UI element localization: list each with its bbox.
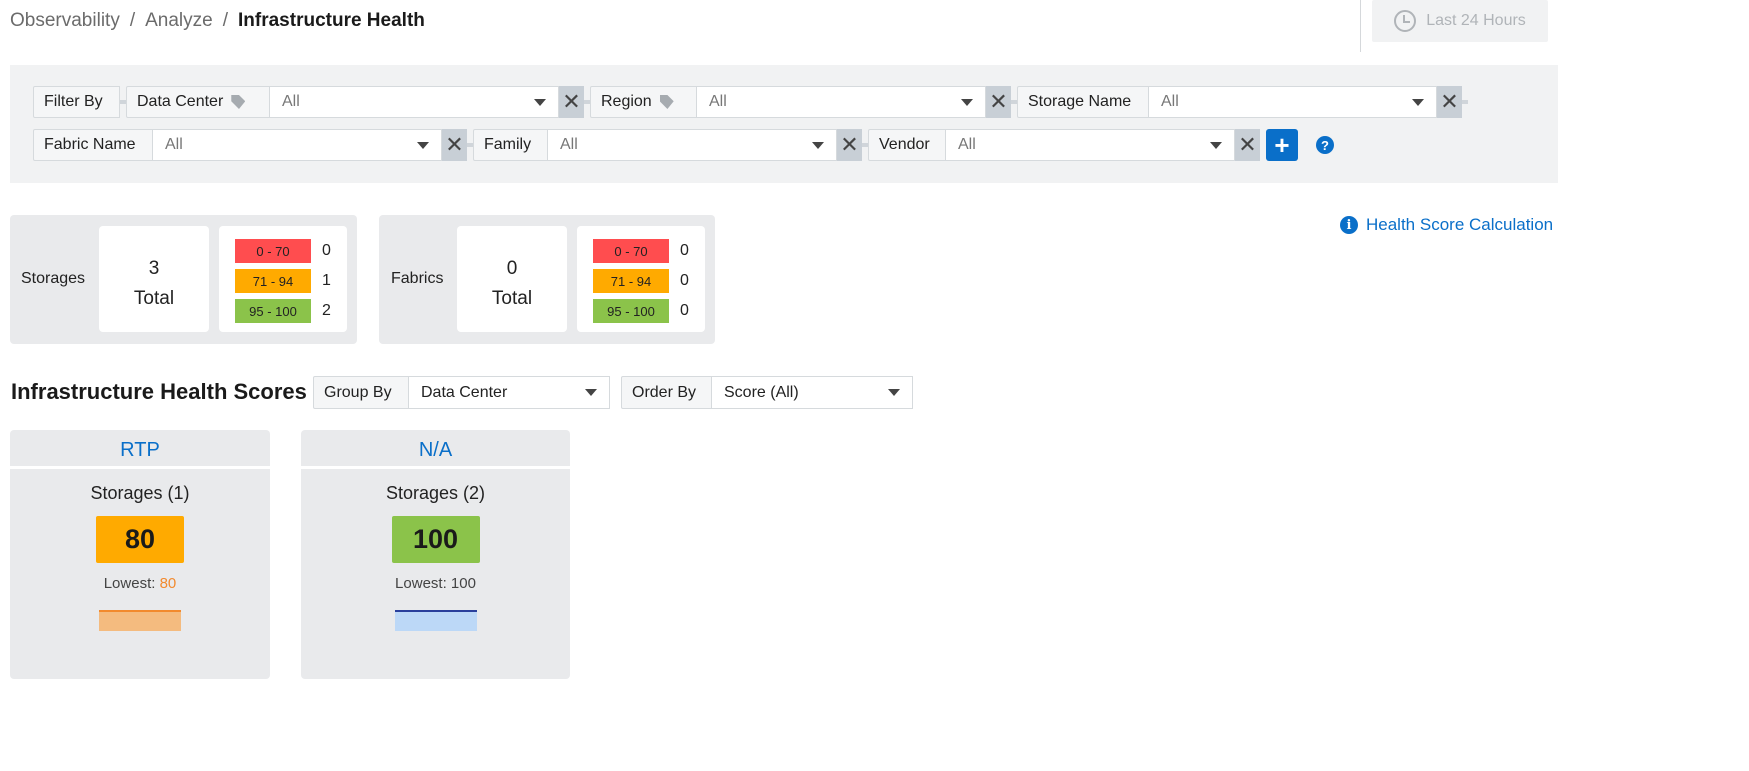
divider (1360, 0, 1361, 52)
filter-label-region: Region (590, 86, 697, 118)
storages-ranges: 0 - 70 0 71 - 94 1 95 - 100 2 (219, 226, 347, 332)
add-filter-button[interactable]: + (1266, 129, 1298, 161)
caret-down-icon (888, 389, 900, 396)
filter-by-label: Filter By (33, 86, 120, 118)
filter-select-data-center[interactable]: All (270, 86, 559, 118)
caret-down-icon (812, 141, 824, 149)
caret-down-icon (961, 98, 973, 106)
score-badge[interactable]: 80 (96, 516, 184, 563)
filter-label-data-center: Data Center (126, 86, 270, 118)
group-by-select[interactable]: Data Center (409, 376, 610, 409)
storages-total[interactable]: 3 Total (99, 226, 209, 332)
remove-filter-region[interactable]: ✕ (986, 86, 1011, 118)
time-range-button[interactable]: Last 24 Hours (1372, 0, 1548, 42)
health-score-calculation-link[interactable]: i Health Score Calculation (1340, 215, 1558, 235)
help-icon[interactable]: ? (1316, 136, 1334, 154)
order-by-select[interactable]: Score (All) (712, 376, 913, 409)
group-subtitle: Storages (2) (385, 483, 486, 503)
lowest-score: Lowest: 100 (395, 575, 476, 592)
caret-down-icon (1412, 98, 1424, 106)
breadcrumb-observability[interactable]: Observability (10, 10, 120, 31)
filter-select-storage-name[interactable]: All (1149, 86, 1437, 118)
range-row[interactable]: 95 - 100 2 (235, 296, 347, 326)
tag-icon (659, 95, 674, 109)
fabrics-ranges: 0 - 70 0 71 - 94 0 95 - 100 0 (577, 226, 705, 332)
filter-select-family[interactable]: All (548, 129, 837, 161)
storages-label: Storages (21, 270, 86, 287)
fabrics-summary-card: Fabrics 0 Total 0 - 70 0 71 - 94 0 95 - 100… (379, 215, 715, 344)
info-icon: i (1340, 216, 1358, 234)
caret-down-icon (585, 389, 597, 396)
group-card-rtp[interactable]: RTP Storages (1) 80 Lowest: 80 (10, 430, 270, 679)
score-badge[interactable]: 100 (391, 516, 480, 563)
group-card-na[interactable]: N/A Storages (2) 100 Lowest: 100 (301, 430, 570, 679)
filter-select-fabric-name[interactable]: All (153, 129, 442, 161)
clock-icon (1394, 10, 1417, 32)
sparkline (99, 610, 181, 631)
sparkline (394, 610, 477, 631)
range-row[interactable]: 0 - 70 0 (235, 236, 347, 266)
filter-label-family: Family (473, 129, 548, 161)
lowest-score: Lowest: 80 (103, 575, 177, 592)
filter-label-vendor: Vendor (868, 129, 946, 161)
breadcrumb-analyze[interactable]: Analyze (145, 10, 213, 31)
group-by-dropdown[interactable]: Group By Data Center (313, 376, 610, 409)
tag-icon (231, 95, 246, 109)
remove-filter-family[interactable]: ✕ (837, 129, 862, 161)
caret-down-icon (417, 141, 429, 149)
range-row[interactable]: 95 - 100 0 (593, 296, 705, 326)
remove-filter-fabric-name[interactable]: ✕ (442, 129, 467, 161)
breadcrumb: Observability / Analyze / Infrastructure Hea… (10, 10, 425, 31)
filter-label-storage-name: Storage Name (1017, 86, 1149, 118)
page-title: Infrastructure Health (238, 10, 425, 31)
range-row[interactable]: 71 - 94 1 (235, 266, 347, 296)
caret-down-icon (534, 98, 546, 106)
remove-filter-vendor[interactable]: ✕ (1235, 129, 1260, 161)
storages-summary-card: Storages 3 Total 0 - 70 0 71 - 94 1 95 - 10… (10, 215, 357, 344)
remove-filter-storage-name[interactable]: ✕ (1437, 86, 1462, 118)
filter-select-region[interactable]: All (697, 86, 986, 118)
order-by-dropdown[interactable]: Order By Score (All) (621, 376, 913, 409)
range-row[interactable]: 0 - 70 0 (593, 236, 705, 266)
fabrics-label: Fabrics (391, 270, 444, 287)
group-name-link[interactable]: N/A (301, 430, 570, 469)
remove-filter-data-center[interactable]: ✕ (559, 86, 584, 118)
time-range-label: Last 24 Hours (1426, 12, 1526, 29)
filter-label-fabric-name: Fabric Name (33, 129, 153, 161)
filter-panel: Filter By Data Center All ✕ Region All ✕… (10, 65, 1558, 183)
order-by-label: Order By (621, 376, 712, 409)
group-name-link[interactable]: RTP (10, 430, 270, 469)
group-by-label: Group By (313, 376, 409, 409)
filter-select-vendor[interactable]: All (946, 129, 1235, 161)
section-title: Infrastructure Health Scores (11, 379, 307, 404)
caret-down-icon (1210, 141, 1222, 149)
fabrics-total[interactable]: 0 Total (457, 226, 567, 332)
range-row[interactable]: 71 - 94 0 (593, 266, 705, 296)
group-subtitle: Storages (1) (90, 483, 190, 503)
